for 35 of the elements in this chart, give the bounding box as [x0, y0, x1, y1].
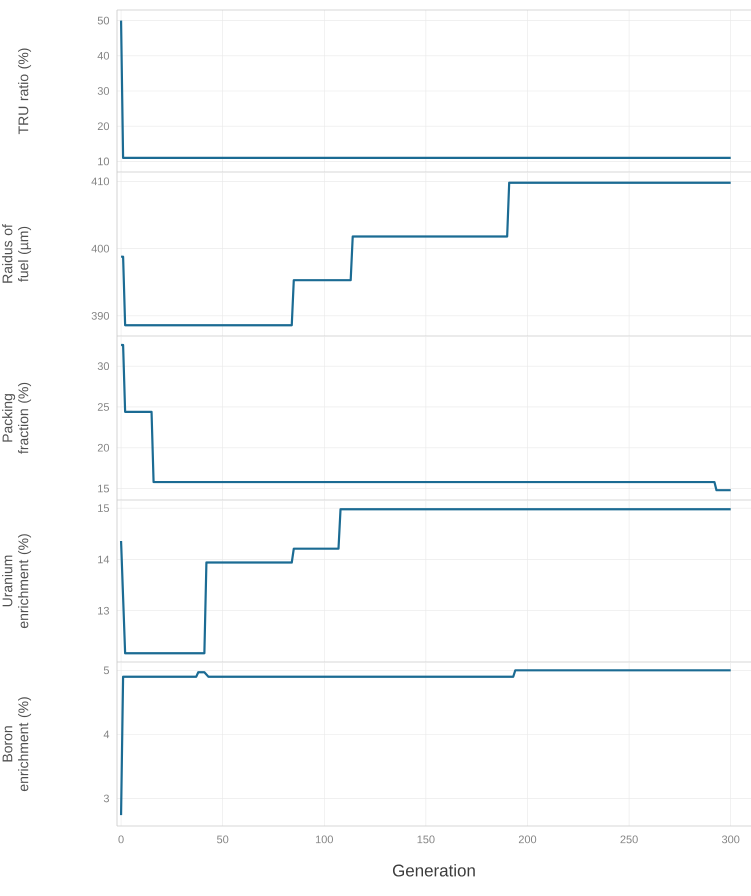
x-tick-label: 200: [518, 836, 536, 844]
y-axis-title: TRU ratio (%): [18, 48, 32, 134]
y-tick-label: 15: [98, 504, 110, 512]
x-tick-label: 150: [418, 836, 435, 844]
y-tick-label: 10: [98, 158, 110, 166]
line-series: [120, 182, 732, 326]
y-tick-label: 400: [91, 244, 110, 252]
y-tick-label: 50: [98, 16, 110, 24]
y-tick-label: 3: [104, 794, 109, 802]
y-tick-label: 410: [91, 178, 110, 186]
y-tick-label: 4: [104, 730, 110, 738]
line-series: [120, 344, 732, 492]
y-tick-label: 20: [98, 122, 110, 130]
x-tick-label: 250: [620, 836, 638, 844]
y-tick-label: 20: [98, 444, 110, 452]
y-tick-label: 14: [98, 556, 110, 564]
x-tick-label: 50: [217, 836, 228, 844]
y-tick-label: 390: [92, 312, 110, 320]
x-tick-label: 300: [722, 836, 740, 844]
y-tick-label: 25: [98, 403, 110, 411]
line-series: [120, 669, 732, 816]
x-axis-title: Generation: [392, 864, 475, 877]
y-tick-label: 15: [98, 484, 110, 492]
y-tick-label: 13: [98, 606, 109, 615]
y-axis-title: Boron enrichment (%): [2, 697, 32, 792]
y-axis-title: Packing fraction (%): [2, 382, 32, 454]
y-tick-label: 40: [98, 52, 110, 60]
y-tick-label: 5: [104, 666, 110, 674]
x-tick-label: 0: [118, 836, 124, 844]
y-tick-label: 30: [98, 87, 110, 95]
y-axis-title: Uranium enrichment (%): [2, 534, 32, 628]
x-tick-label: 100: [316, 836, 333, 844]
line-series: [120, 508, 732, 654]
y-tick-label: 30: [98, 362, 110, 370]
y-axis-title: Raidus of fuel (µm): [2, 224, 32, 283]
